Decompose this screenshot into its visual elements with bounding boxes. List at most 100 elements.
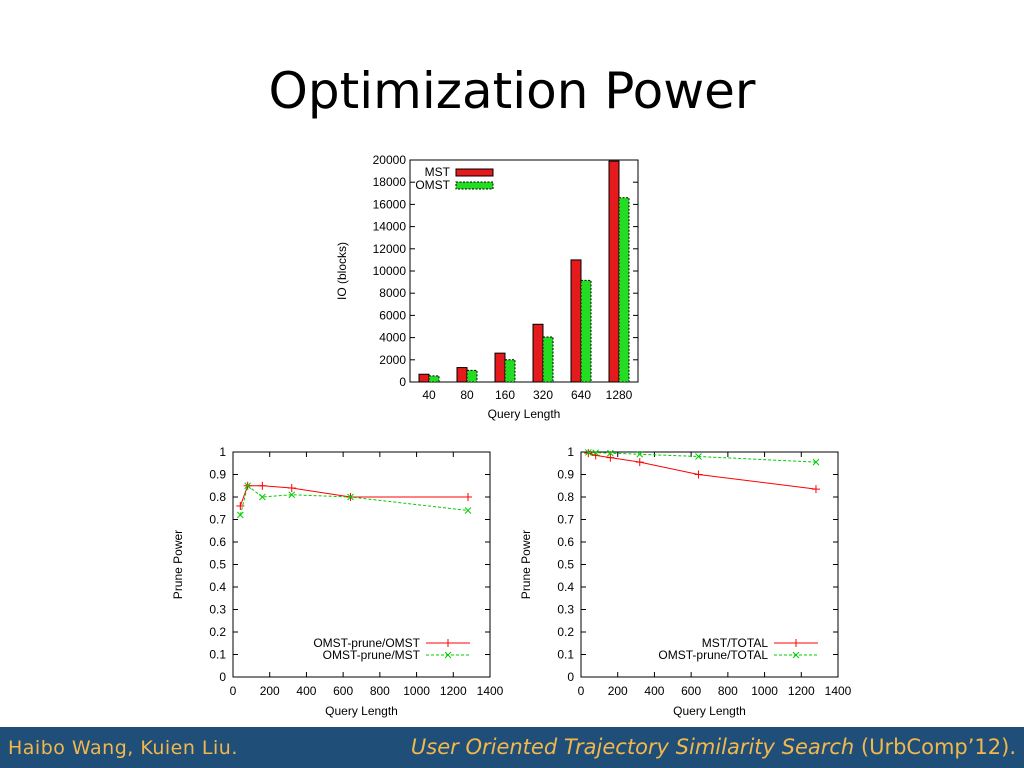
x-tick-label: 1280 [606,388,633,402]
y-tick-label: 10000 [373,264,407,278]
y-tick-label: 0.2 [557,625,574,639]
bar-omst [428,375,440,383]
legend-label: OMST-prune/MST [323,648,421,662]
bar-omst [466,369,478,383]
x-axis-label: Query Length [673,704,746,718]
x-tick-label: 400 [644,684,664,698]
data-point [236,511,244,519]
y-tick-label: 0.2 [209,625,226,639]
x-tick-label: 200 [260,684,280,698]
y-tick-label: 0.9 [209,468,226,482]
footer-authors: Haibo Wang, Kuien Liu. [8,737,238,759]
data-point [607,449,614,457]
data-point [288,491,296,499]
data-point [695,453,702,460]
x-tick-label: 600 [681,684,701,698]
y-tick-label: 0 [219,670,226,684]
y-axis-label: IO (blocks) [335,242,349,300]
x-tick-label: 640 [571,388,591,402]
legend-label: MST [425,165,451,179]
io-bar-chart: 0 2000 4000 6000 8000 10000 12000 14000 16000 180… [335,153,639,421]
data-point [259,493,266,501]
y-tick-label: 0.1 [209,648,226,662]
prune-power-total-chart: 0 0.1 0.2 0.3 0.4 0.5 0.6 0.7 0.8 0.9 1 0 200 400 600 8… [519,445,852,718]
y-tick-label: 0.3 [557,603,574,617]
y-tick-label: 0.4 [557,580,574,594]
bar-omst [504,359,516,383]
x-tick-label: 1400 [825,684,852,698]
legend-label: MST/TOTAL [702,636,769,650]
footer-citation-title: User Oriented Trajectory Similarity Sear… [410,735,855,759]
y-tick-label: 20000 [373,153,407,167]
y-tick-label: 1 [567,445,574,459]
x-tick-label: 400 [296,684,316,698]
legend-label: OMST-prune/OMST [313,636,420,650]
x-tick-label: 0 [578,684,585,698]
data-point [258,481,267,490]
footer-citation: User Oriented Trajectory Similarity Sear… [411,735,1016,759]
x-tick-label: 200 [608,684,628,698]
x-tick-label: 0 [230,684,237,698]
y-tick-label: 4000 [379,331,406,345]
data-point [244,482,252,490]
data-point [464,507,472,514]
series-line [239,484,469,516]
data-point [811,485,820,494]
y-tick-label: 0.9 [557,468,574,482]
data-point [812,458,820,466]
legend-marker [792,639,800,647]
y-tick-label: 0.6 [209,535,226,549]
y-tick-label: 0.5 [209,558,226,572]
data-point [592,449,600,457]
x-tick-label: 600 [333,684,353,698]
bar-mst [494,352,506,383]
bar-omst [580,279,592,383]
series-line [588,452,817,490]
y-axis-label: Prune Power [171,530,185,599]
data-point [347,493,354,501]
y-tick-label: 6000 [379,308,406,322]
legend-marker [792,651,800,659]
slide-title: Optimization Power [268,62,756,120]
x-tick-label: 160 [495,388,515,402]
bar-mst [456,367,468,383]
data-point [236,502,245,510]
data-point [463,493,472,501]
legend-swatch [455,181,494,190]
prune-power-omst-chart: 0 0.1 0.2 0.3 0.4 0.5 0.6 0.7 0.8 0.9 1 0 200 400 600 8… [171,445,504,718]
data-point [636,450,644,458]
data-point [287,484,296,492]
bar-mst [532,323,544,383]
y-tick-label: 14000 [373,220,407,234]
x-axis-label: Query Length [325,704,398,718]
data-point [694,470,703,479]
y-tick-label: 12000 [373,242,407,256]
series-line [588,451,816,463]
y-tick-label: 0.8 [557,490,574,504]
bar-mst [570,259,582,383]
y-tick-label: 0.3 [209,603,226,617]
y-tick-label: 0.4 [209,580,226,594]
bar-mst [418,373,430,383]
x-tick-label: 1200 [788,684,815,698]
y-tick-label: 0 [567,670,574,684]
legend-label: OMST [415,178,450,192]
plot-frame [409,159,639,383]
x-tick-label: 800 [370,684,390,698]
bar-omst [542,336,554,383]
data-point [606,453,615,462]
bar-mst [608,160,620,383]
footer-bar: Haibo Wang, Kuien Liu. User Oriented Tra… [0,727,1024,768]
y-tick-label: 16000 [373,197,407,211]
y-tick-label: 8000 [379,286,406,300]
legend-marker [444,639,452,647]
y-tick-label: 0.1 [557,648,574,662]
x-tick-label: 1000 [751,684,778,698]
y-tick-label: 0.7 [209,513,226,527]
data-point [635,458,644,467]
data-point [584,449,592,456]
y-tick-label: 0.5 [557,558,574,572]
bar-omst [618,197,630,383]
legend-marker [444,651,452,659]
y-tick-label: 18000 [373,175,407,189]
